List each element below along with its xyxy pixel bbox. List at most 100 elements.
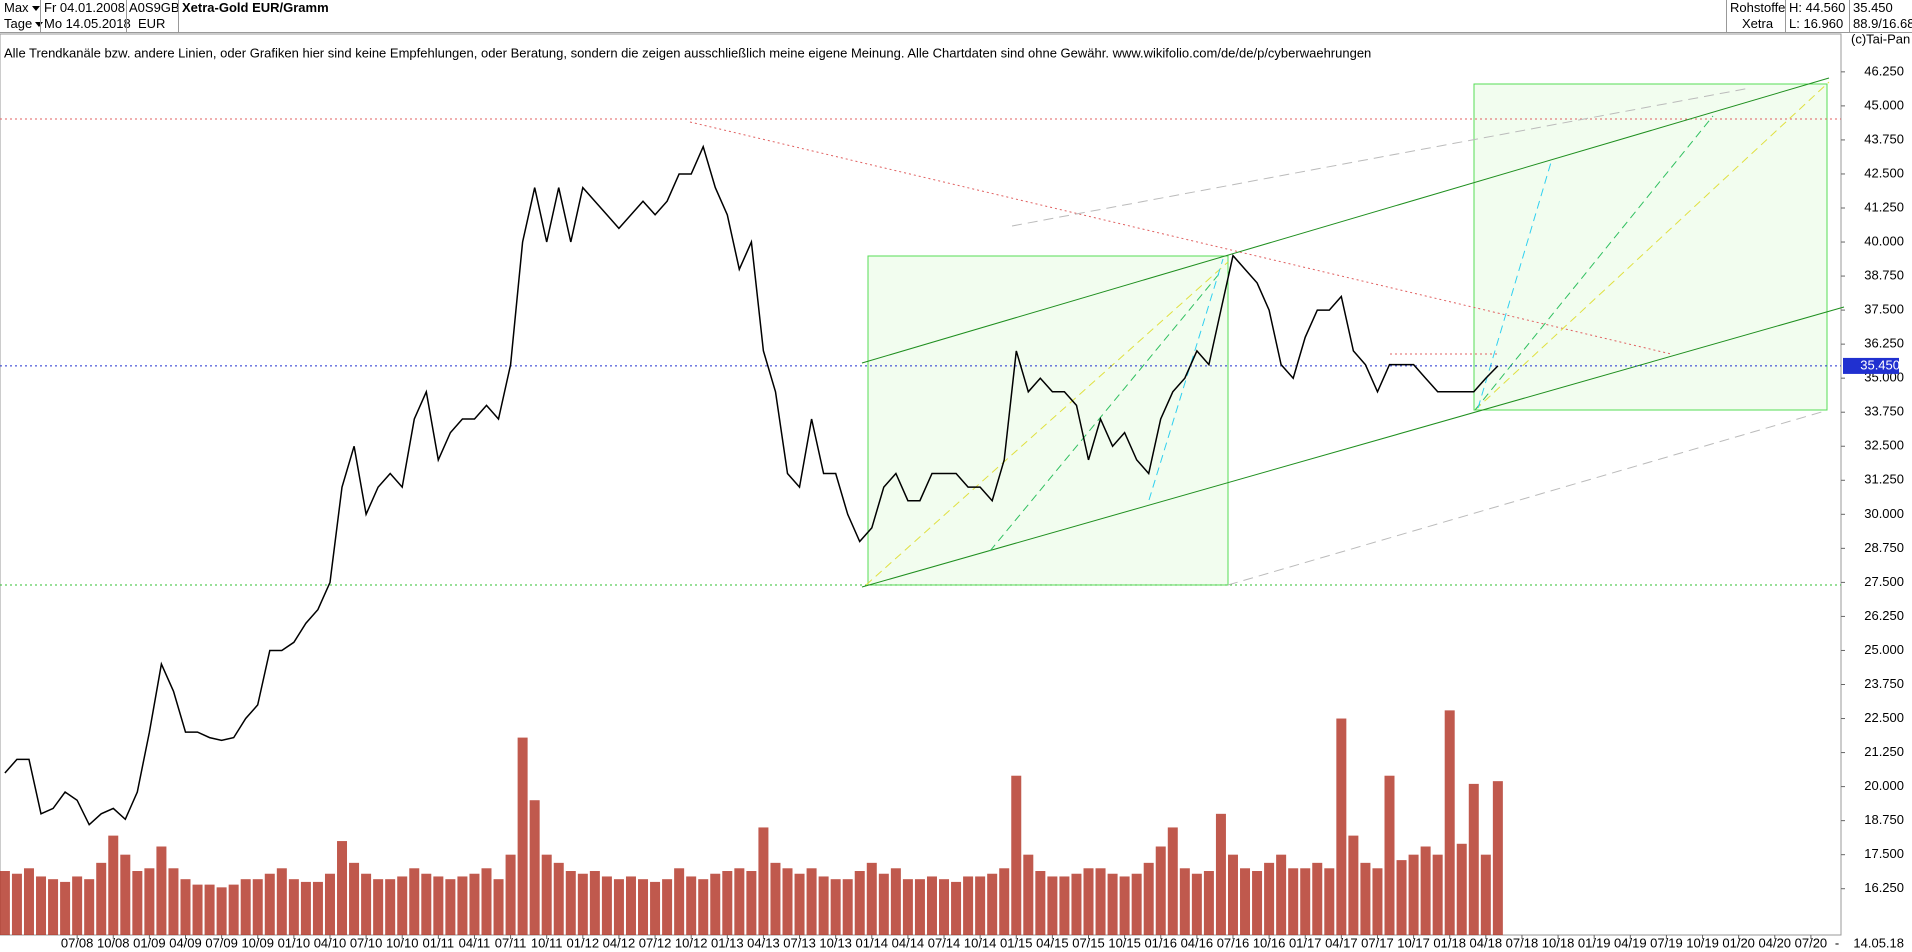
volume-bar <box>264 873 275 935</box>
header-border <box>0 32 1912 33</box>
volume-bar <box>1300 868 1311 935</box>
volume-bar <box>698 879 709 935</box>
y-tick-label: 33.750 <box>1864 404 1904 419</box>
volume-bar <box>469 873 480 935</box>
x-tick-label: 07/17 <box>1361 935 1394 950</box>
volume-bar <box>902 879 913 935</box>
volume-bar <box>1191 873 1202 935</box>
x-tick-label: 10/08 <box>97 935 130 950</box>
volume-bar <box>349 862 360 935</box>
y-tick-label: 27.500 <box>1864 574 1904 589</box>
volume-bar <box>1480 854 1491 935</box>
volume-bar <box>1143 862 1154 935</box>
range-select[interactable]: Max <box>4 0 40 16</box>
range[interactable]: Max <box>4 0 29 15</box>
y-tick-label: 23.750 <box>1864 676 1904 691</box>
x-tick-label: 10/19 <box>1686 935 1719 950</box>
channel-line <box>1011 87 1751 227</box>
volume-bar <box>1396 860 1407 935</box>
volume-bar <box>830 879 841 935</box>
x-tick-label: 04/17 <box>1325 935 1358 950</box>
volume-bar <box>975 876 986 935</box>
volume-bar <box>505 854 516 935</box>
channel-line <box>861 77 1830 364</box>
separator <box>1849 0 1850 32</box>
fan-line <box>1148 258 1224 501</box>
y-tick-label: 43.750 <box>1864 131 1904 146</box>
volume-bar <box>1384 775 1395 935</box>
volume-bar <box>999 868 1010 935</box>
x-tick-label: 01/18 <box>1433 935 1466 950</box>
volume-bar <box>23 868 34 935</box>
fan-line <box>865 261 1229 586</box>
fan-line <box>1474 115 1714 411</box>
volume-bar <box>854 871 865 935</box>
volume-bar <box>276 868 287 935</box>
x-tick-label: 07/13 <box>783 935 816 950</box>
volume-bar <box>132 871 143 935</box>
volume-bar <box>662 879 673 935</box>
x-tick-label: 07/10 <box>350 935 383 950</box>
volume-bar <box>878 873 889 935</box>
x-tick-label: 10/17 <box>1397 935 1430 950</box>
volume-bar <box>1167 827 1178 935</box>
current-price-label: 35.450 <box>1860 357 1900 372</box>
x-tick-label: 04/16 <box>1181 935 1214 950</box>
y-tick-label: 41.250 <box>1864 199 1904 214</box>
volume-bar <box>60 881 71 935</box>
trend-line <box>689 121 1672 355</box>
chart-title: Xetra-Gold EUR/Gramm <box>182 0 329 15</box>
volume-bar <box>866 862 877 935</box>
volume-bar <box>385 879 396 935</box>
volume-bar <box>987 873 998 935</box>
period[interactable]: Tage <box>4 16 33 31</box>
volume-bar <box>613 879 624 935</box>
volume-bar <box>1227 854 1238 935</box>
volume-bar <box>710 873 721 935</box>
volume-bar <box>1468 783 1479 935</box>
volume-bar <box>517 737 528 935</box>
fan-line <box>1477 158 1553 409</box>
volume-bar <box>1312 862 1323 935</box>
volume-bar <box>601 876 612 935</box>
y-tick-label: 32.500 <box>1864 438 1904 453</box>
volume-bar <box>746 871 757 935</box>
volume-bar <box>890 868 901 935</box>
period-select[interactable]: Tage <box>4 16 44 32</box>
volume-bar <box>806 868 817 935</box>
volume-bar <box>914 879 925 935</box>
volume-bar <box>553 862 564 935</box>
volume-bar <box>216 887 227 935</box>
volume-bar <box>84 879 95 935</box>
volume-bar <box>1071 873 1082 935</box>
price-line <box>4 144 1499 826</box>
from-date: Fr 04.01.2008 <box>44 0 125 15</box>
volume-bar <box>1288 868 1299 935</box>
volume-bar <box>758 827 769 935</box>
volume-bar <box>1023 854 1034 935</box>
volume-bar <box>1336 718 1347 935</box>
y-tick-label: 31.250 <box>1864 472 1904 487</box>
volume-bar <box>951 881 962 935</box>
x-tick-label: 10/13 <box>819 935 852 950</box>
x-tick-label: 01/09 <box>133 935 166 950</box>
volume-bar <box>1360 862 1371 935</box>
volume-bar <box>1215 813 1226 935</box>
x-tick-label: 04/18 <box>1470 935 1503 950</box>
x-tick-label: 01/15 <box>1000 935 1033 950</box>
volume-bar <box>1432 854 1443 935</box>
volume-bar <box>770 862 781 935</box>
x-tick-label: 10/12 <box>675 935 708 950</box>
x-tick-label: 10/15 <box>1108 935 1141 950</box>
y-tick-label: 20.000 <box>1864 778 1904 793</box>
ratio: 88.9/16.68 <box>1853 16 1912 31</box>
volume-bar <box>782 868 793 935</box>
volume-bar <box>36 876 47 935</box>
y-tick-label: 16.250 <box>1864 880 1904 895</box>
volume-bar <box>48 879 59 935</box>
x-tick-label: 04/15 <box>1036 935 1069 950</box>
end-date: 14.05.18 <box>1853 935 1904 950</box>
x-tick-label: 07/14 <box>928 935 961 950</box>
volume-bar <box>1348 835 1359 935</box>
